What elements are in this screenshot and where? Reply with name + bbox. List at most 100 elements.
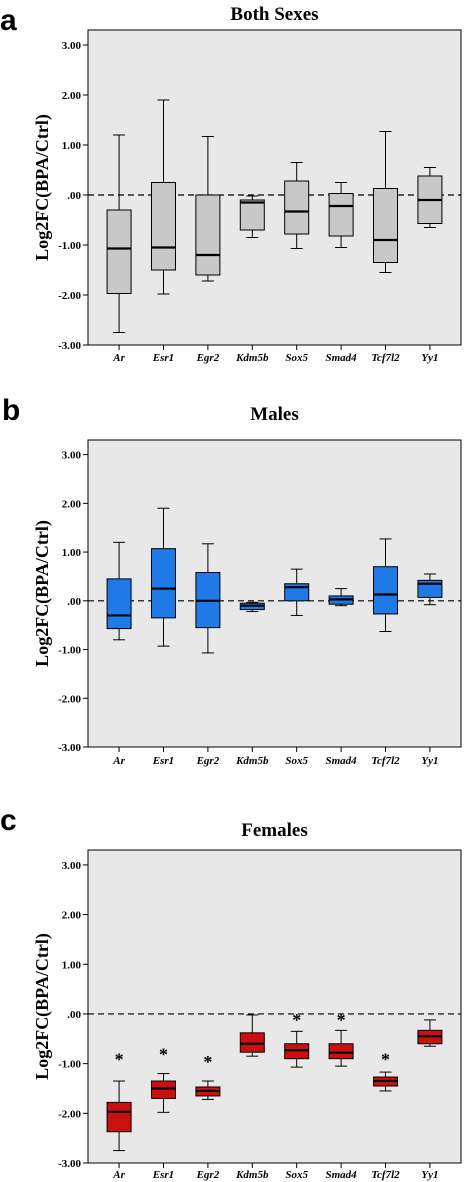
x-tick-label: Egr2: [196, 1169, 220, 1181]
box-iqr: [195, 194, 221, 276]
significance-asterisk: *: [381, 1050, 390, 1070]
x-tick-label: Kdm5b: [235, 755, 269, 767]
box-iqr: [328, 1043, 354, 1060]
x-tick-label: Kdm5b: [235, 352, 269, 364]
x-tick-label: Esr1: [152, 352, 174, 364]
box-Ar: [106, 134, 132, 333]
x-tick-label: Esr1: [152, 755, 174, 767]
box-iqr: [373, 566, 399, 615]
y-tick-label: 1.00: [62, 140, 82, 152]
x-tick-label: Egr2: [196, 352, 220, 364]
x-tick-label: Ar: [112, 755, 125, 767]
box-iqr: [373, 188, 399, 263]
chart-panel-a: a Both Sexes Log2FC(BPA/Ctrl) -3.00 -2.00 -1.…: [0, 4, 462, 364]
box-Smad4: [328, 1029, 354, 1067]
x-tick-label: Tcf7l2: [371, 1169, 400, 1181]
plot-area: [87, 29, 462, 346]
x-tick-label: Yy1: [421, 755, 438, 767]
x-tick-label: Smad4: [326, 1169, 358, 1181]
x-tick-label: Sox5: [285, 1169, 308, 1181]
box-Yy1: [417, 1019, 443, 1047]
y-tick-label: 3.00: [62, 40, 82, 52]
chart-title: Males: [250, 404, 299, 425]
y-tick-label: .00: [67, 190, 81, 202]
y-tick-label: 3.00: [62, 450, 82, 462]
y-tick-label: -3.00: [58, 1158, 81, 1170]
y-axis-label: Log2FC(BPA/Ctrl): [32, 114, 53, 261]
box-Esr1: [150, 99, 176, 295]
box-Egr2: [195, 1080, 221, 1100]
y-tick-label: 2.00: [62, 910, 82, 922]
y-tick-label: 2.00: [62, 498, 82, 510]
x-tick-label: Sox5: [285, 755, 308, 767]
box-iqr: [106, 1101, 132, 1133]
box-Esr1: [150, 1073, 176, 1113]
box-iqr: [284, 180, 310, 235]
x-tick-label: Smad4: [326, 352, 358, 364]
x-tick-label: Tcf7l2: [371, 755, 400, 767]
x-tick-label: Ar: [112, 352, 125, 364]
y-tick-label: -2.00: [58, 693, 81, 705]
box-Smad4: [328, 182, 354, 248]
box-Tcf7l2: [373, 538, 399, 633]
box-Kdm5b: [239, 195, 265, 238]
significance-asterisk: *: [159, 1045, 168, 1065]
x-tick-label: Yy1: [421, 352, 438, 364]
box-Yy1: [417, 167, 443, 228]
box-Egr2: [195, 543, 221, 654]
y-tick-label: 2.00: [62, 90, 82, 102]
panel-letter: c: [0, 804, 17, 837]
y-tick-label: -1.00: [58, 1059, 81, 1071]
box-iqr: [150, 1080, 176, 1099]
y-tick-label: -3.00: [58, 742, 81, 754]
chart-title: Females: [241, 820, 307, 841]
y-tick-label: -1.00: [58, 645, 81, 657]
box-Kdm5b: [239, 1014, 265, 1057]
y-tick-label: .00: [67, 596, 81, 608]
x-tick-label: Yy1: [421, 1169, 438, 1181]
chart-panel-b: b Males Log2FC(BPA/Ctrl) -3.00 -2.00 -1.00 .00…: [2, 394, 462, 767]
box-Egr2: [195, 136, 221, 282]
significance-asterisk: *: [203, 1052, 212, 1072]
y-axis-label: Log2FC(BPA/Ctrl): [32, 933, 53, 1080]
chart-title: Both Sexes: [230, 4, 318, 25]
y-axis-label: Log2FC(BPA/Ctrl): [32, 520, 53, 667]
significance-asterisk: *: [292, 1010, 301, 1030]
box-Smad4: [328, 588, 354, 607]
x-tick-label: Egr2: [196, 755, 220, 767]
box-iqr: [239, 1032, 265, 1053]
box-Ar: [106, 1080, 132, 1152]
box-Sox5: [284, 162, 310, 249]
y-tick-label: -3.00: [58, 340, 81, 352]
x-tick-label: Ar: [112, 1169, 125, 1181]
panel-letter: a: [0, 4, 17, 37]
box-Tcf7l2: [373, 1071, 399, 1092]
x-tick-label: Esr1: [152, 1169, 174, 1181]
y-tick-label: 3.00: [62, 860, 82, 872]
box-Sox5: [284, 568, 310, 616]
box-Yy1: [417, 573, 443, 606]
x-tick-label: Sox5: [285, 352, 308, 364]
y-tick-label: -2.00: [58, 290, 81, 302]
y-tick-label: 1.00: [62, 959, 82, 971]
y-tick-label: -2.00: [58, 1108, 81, 1120]
box-iqr: [106, 578, 132, 630]
x-tick-label: Kdm5b: [235, 1169, 269, 1181]
box-iqr: [239, 199, 265, 231]
significance-asterisk: *: [115, 1050, 124, 1070]
box-Ar: [106, 541, 132, 641]
box-iqr: [106, 209, 132, 294]
x-tick-label: Smad4: [326, 755, 358, 767]
plot-area: [87, 439, 462, 748]
x-tick-label: Tcf7l2: [371, 352, 400, 364]
box-Esr1: [150, 507, 176, 647]
box-Kdm5b: [239, 601, 265, 613]
box-iqr: [328, 193, 354, 237]
significance-asterisk: *: [337, 1010, 346, 1030]
plot-area: [87, 849, 462, 1164]
y-tick-label: -1.00: [58, 240, 81, 252]
panel-letter: b: [2, 394, 20, 427]
chart-panel-c: c Females Log2FC(BPA/Ctrl) -3.00 -2.00 -1.00.…: [0, 804, 462, 1181]
box-iqr: [150, 548, 176, 619]
